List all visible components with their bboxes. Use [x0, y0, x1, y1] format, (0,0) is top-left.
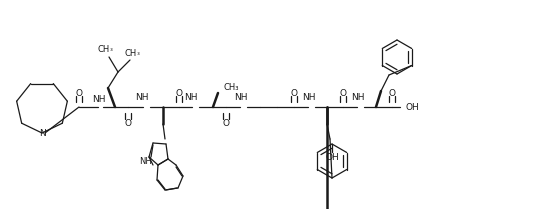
- Text: CH₃: CH₃: [224, 83, 239, 92]
- Text: ₃: ₃: [110, 46, 113, 52]
- Text: OH: OH: [406, 102, 420, 111]
- Text: O: O: [125, 119, 132, 127]
- Text: NH: NH: [234, 93, 248, 102]
- Text: CH: CH: [125, 48, 137, 57]
- Text: NH: NH: [140, 157, 152, 166]
- Text: NH: NH: [184, 93, 198, 102]
- Text: CH: CH: [98, 45, 110, 54]
- Text: O: O: [176, 88, 182, 98]
- Text: NH: NH: [302, 93, 316, 102]
- Text: O: O: [222, 119, 230, 127]
- Text: O: O: [76, 88, 83, 98]
- Text: NH: NH: [135, 93, 149, 102]
- Text: O: O: [388, 88, 395, 98]
- Text: ₃: ₃: [137, 50, 140, 56]
- Text: O: O: [290, 88, 298, 98]
- Text: O: O: [339, 88, 347, 98]
- Text: OH: OH: [325, 153, 339, 163]
- Text: N: N: [39, 129, 45, 138]
- Text: NH: NH: [351, 93, 364, 102]
- Text: NH: NH: [92, 94, 106, 103]
